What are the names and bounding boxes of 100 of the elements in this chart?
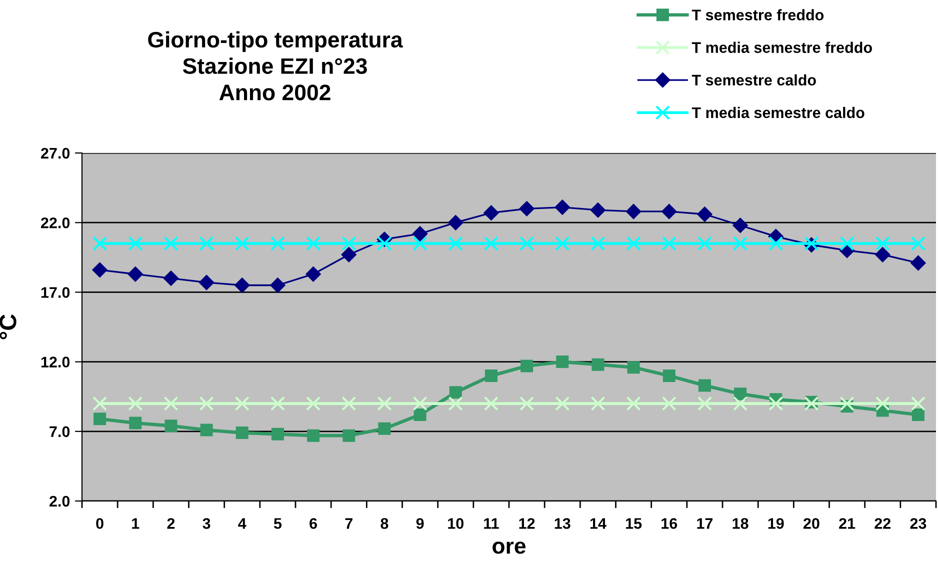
x-tick-label: 11 bbox=[484, 518, 499, 529]
point bbox=[377, 396, 392, 411]
legend-label: T media semestre freddo bbox=[692, 42, 872, 53]
x-tick-label: 16 bbox=[662, 518, 678, 529]
point bbox=[412, 396, 428, 411]
point bbox=[412, 226, 428, 242]
point bbox=[555, 396, 570, 411]
x-tick-label: 9 bbox=[416, 518, 424, 529]
point bbox=[412, 236, 428, 251]
point bbox=[164, 236, 178, 251]
point bbox=[554, 200, 570, 215]
legend-label: T semestre freddo bbox=[692, 9, 824, 20]
point bbox=[234, 278, 250, 293]
point bbox=[627, 361, 640, 374]
x-tick-label: 7 bbox=[345, 518, 352, 529]
point bbox=[732, 218, 748, 233]
point bbox=[448, 396, 463, 411]
y-tick-label: 2.0 bbox=[49, 496, 70, 507]
point bbox=[520, 360, 534, 372]
point bbox=[92, 262, 108, 278]
point bbox=[414, 408, 426, 421]
point bbox=[128, 236, 143, 251]
point bbox=[270, 278, 286, 293]
point bbox=[662, 369, 676, 382]
point bbox=[92, 236, 108, 251]
chart-title: Giorno-tipo temperatura Stazione EZI n°23 Anno 2002 bbox=[148, 31, 403, 100]
x-tick-label: 23 bbox=[910, 518, 926, 529]
point bbox=[626, 396, 641, 411]
point bbox=[875, 236, 890, 251]
point bbox=[519, 236, 534, 251]
point bbox=[875, 396, 890, 411]
point bbox=[306, 266, 321, 282]
point bbox=[94, 412, 106, 426]
point bbox=[590, 236, 606, 251]
point bbox=[626, 236, 641, 251]
point bbox=[592, 358, 604, 371]
point bbox=[198, 274, 214, 290]
x-tick-label: 10 bbox=[448, 518, 464, 529]
x-tick-label: 20 bbox=[803, 518, 820, 529]
point bbox=[164, 396, 178, 411]
point bbox=[271, 428, 284, 440]
x-tick-label: 1 bbox=[132, 518, 140, 529]
point bbox=[200, 424, 213, 436]
point bbox=[236, 426, 248, 440]
point bbox=[128, 396, 143, 411]
point bbox=[768, 396, 784, 411]
point bbox=[307, 429, 320, 442]
point bbox=[662, 396, 676, 411]
x-tick-label: 2 bbox=[167, 518, 175, 529]
x-tick-label: 5 bbox=[274, 518, 282, 529]
x-tick-label: 12 bbox=[519, 518, 535, 529]
point bbox=[270, 396, 286, 411]
point bbox=[734, 388, 747, 400]
point bbox=[342, 236, 356, 251]
point bbox=[697, 206, 712, 222]
point bbox=[732, 396, 748, 411]
point bbox=[590, 202, 606, 218]
x-tick-label: 22 bbox=[874, 518, 891, 529]
point bbox=[342, 429, 356, 442]
y-tick-label: 17.0 bbox=[41, 287, 70, 298]
point bbox=[128, 266, 143, 282]
point bbox=[768, 236, 784, 251]
x-tick-label: 19 bbox=[768, 518, 784, 529]
point bbox=[484, 236, 499, 251]
point bbox=[910, 396, 926, 411]
x-axis-title: ore bbox=[492, 542, 526, 554]
point bbox=[519, 396, 534, 411]
point bbox=[840, 236, 854, 251]
point bbox=[556, 356, 569, 368]
x-tick-label: 17 bbox=[697, 518, 713, 529]
point bbox=[378, 422, 391, 435]
point bbox=[697, 236, 712, 251]
point bbox=[234, 236, 250, 251]
point bbox=[555, 236, 570, 251]
point bbox=[698, 379, 711, 392]
point bbox=[234, 396, 250, 411]
x-tick-label: 13 bbox=[554, 518, 570, 529]
x-tick-label: 21 bbox=[839, 518, 856, 529]
x-tick-label: 3 bbox=[202, 518, 210, 529]
y-tick-label: 12.0 bbox=[41, 356, 70, 368]
point bbox=[626, 204, 642, 220]
x-tick-label: 14 bbox=[590, 518, 606, 529]
x-tick-label: 0 bbox=[96, 518, 104, 529]
y-tick-label: 22.0 bbox=[40, 217, 70, 228]
point bbox=[910, 236, 926, 251]
y-axis-title: °C bbox=[0, 314, 16, 340]
point bbox=[129, 416, 142, 430]
x-tick-label: 4 bbox=[238, 518, 246, 529]
point bbox=[484, 205, 499, 220]
point bbox=[199, 236, 214, 251]
legend-label: T semestre caldo bbox=[692, 74, 816, 86]
point bbox=[306, 396, 321, 411]
point bbox=[341, 247, 356, 262]
point bbox=[910, 255, 926, 271]
point bbox=[164, 420, 178, 432]
point bbox=[342, 396, 356, 411]
point bbox=[875, 247, 890, 262]
point bbox=[92, 396, 108, 411]
point bbox=[732, 236, 748, 251]
point bbox=[662, 204, 677, 220]
